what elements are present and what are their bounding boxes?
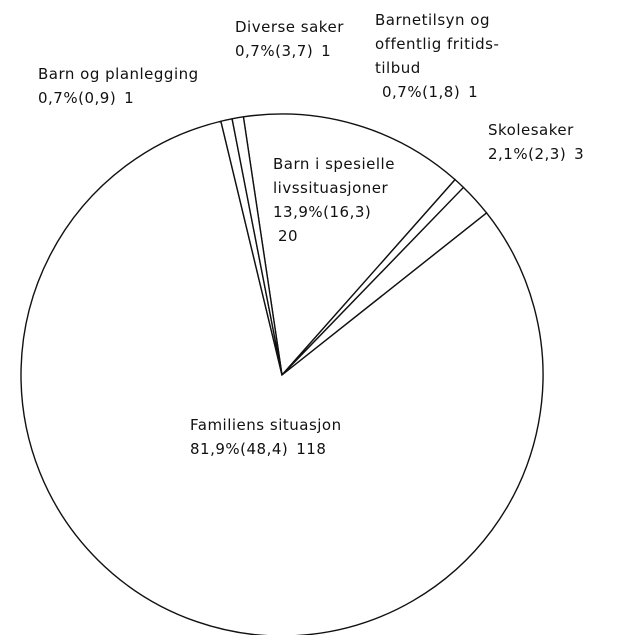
pie-slice bbox=[231, 116, 283, 376]
category-name: Diverse saker bbox=[235, 18, 344, 36]
category-name: Familiens situasjon bbox=[190, 416, 342, 434]
count-label: 3 bbox=[574, 145, 585, 163]
value-label: 0,7%(3,7) bbox=[235, 42, 314, 60]
slice-label: Skolesaker 2,1%(2,3) 3 bbox=[488, 118, 627, 166]
pie-slice bbox=[242, 113, 457, 377]
category-name: Skolesaker bbox=[488, 121, 574, 139]
category-name: Barnetilsyn og offentlig fritids-tilbud bbox=[375, 11, 500, 77]
value-line: 81,9%(48,4) 118 bbox=[190, 437, 440, 461]
slice-label: Diverse saker 0,7%(3,7) 1 bbox=[235, 15, 405, 63]
value-line: 13,9%(16,3) 20 bbox=[273, 200, 423, 248]
category-name: Barn og planlegging bbox=[38, 65, 199, 83]
value-label: 0,7%(1,8) bbox=[382, 83, 461, 101]
count-label: 118 bbox=[296, 440, 327, 458]
count-label: 1 bbox=[124, 89, 135, 107]
count-label: 20 bbox=[278, 227, 299, 245]
count-label: 1 bbox=[468, 83, 479, 101]
slice-label: Barn i spesielle livssituasjoner 13,9%(16… bbox=[273, 152, 423, 248]
pie-slice bbox=[20, 120, 544, 635]
slice-label: Barn og planlegging 0,7%(0,9) 1 bbox=[38, 62, 278, 110]
slice-label: Familiens situasjon 81,9%(48,4) 118 bbox=[190, 413, 440, 461]
value-line: 0,7%(0,9) 1 bbox=[38, 86, 278, 110]
category-name: Barn i spesielle livssituasjoner bbox=[273, 155, 395, 197]
value-line: 2,1%(2,3) 3 bbox=[488, 142, 627, 166]
value-label: 81,9%(48,4) bbox=[190, 440, 289, 458]
value-line: 0,7%(3,7) 1 bbox=[235, 39, 405, 63]
value-label: 2,1%(2,3) bbox=[488, 145, 567, 163]
value-label: 0,7%(0,9) bbox=[38, 89, 117, 107]
value-label: 13,9%(16,3) bbox=[273, 203, 372, 221]
count-label: 1 bbox=[321, 42, 332, 60]
slice-label: Barnetilsyn og offentlig fritids-tilbud 0… bbox=[375, 8, 530, 104]
value-line: 0,7%(1,8) 1 bbox=[382, 80, 530, 104]
